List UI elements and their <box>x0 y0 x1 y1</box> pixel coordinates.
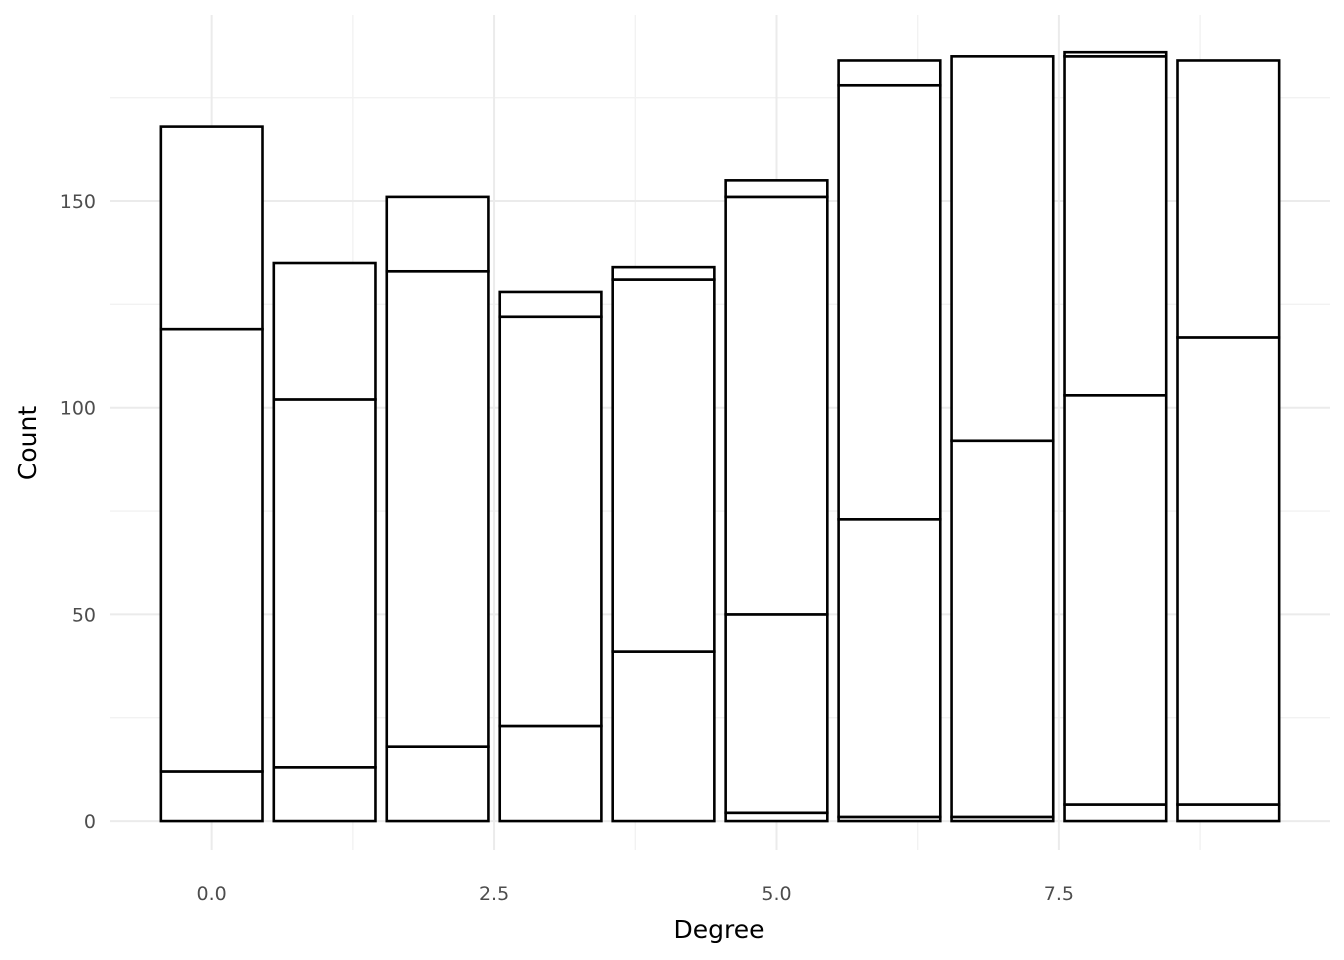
y-tick-label: 50 <box>72 604 96 626</box>
bar-segment <box>1063 803 1168 823</box>
bar-segment <box>724 179 829 199</box>
bar-segment <box>498 724 603 823</box>
y-tick-label: 0 <box>84 811 96 833</box>
bar-segment <box>724 195 829 616</box>
bar-stack-5 <box>724 179 829 823</box>
bar-segment <box>159 125 264 331</box>
bar-stack-9 <box>1176 59 1281 823</box>
x-tick-label: 7.5 <box>1044 883 1074 905</box>
bar-stack-3 <box>498 290 603 823</box>
bar-segment <box>724 613 829 815</box>
bar-segment <box>159 770 264 823</box>
x-tick-label: 5.0 <box>761 883 791 905</box>
bar-segment <box>1176 336 1281 806</box>
x-axis-title: Degree <box>674 915 765 944</box>
bar-segment <box>385 269 490 748</box>
bar-segment <box>1176 803 1281 823</box>
y-tick-label: 150 <box>60 191 96 213</box>
x-tick-label: 2.5 <box>479 883 509 905</box>
bar-stack-1 <box>272 261 377 823</box>
bar-segment <box>272 261 377 401</box>
bar-segment <box>950 55 1055 443</box>
bar-stack-7 <box>950 55 1055 823</box>
bar-segment <box>498 290 603 319</box>
bar-stack-4 <box>611 265 716 823</box>
bar-segment <box>1063 55 1168 397</box>
bar-segment <box>1063 50 1168 58</box>
bar-segment <box>611 650 716 823</box>
bar-segment <box>385 195 490 273</box>
bar-segment <box>611 265 716 281</box>
bar-stack-8 <box>1063 50 1168 823</box>
bar-segment <box>498 315 603 728</box>
x-tick-label: 0.0 <box>197 883 227 905</box>
y-tick-label: 100 <box>60 398 96 420</box>
bar-segment <box>837 59 942 87</box>
bar-segment <box>837 83 942 521</box>
bar-segment <box>385 745 490 823</box>
bar-segment <box>611 278 716 653</box>
tick-labels: 0.0 2.5 5.0 7.5 0 50 100 150 <box>60 191 1074 905</box>
bar-segment <box>272 398 377 769</box>
bar-segment <box>837 518 942 819</box>
bar-segment <box>1063 393 1168 806</box>
bars <box>159 50 1281 823</box>
bar-segment <box>272 766 377 823</box>
bar-segment <box>1176 59 1281 339</box>
bar-segment <box>950 439 1055 819</box>
bar-stack-2 <box>385 195 490 823</box>
y-axis-title: Count <box>13 406 42 480</box>
bar-stack-0 <box>159 125 264 823</box>
bar-segment <box>159 327 264 773</box>
bar-stack-6 <box>837 59 942 823</box>
